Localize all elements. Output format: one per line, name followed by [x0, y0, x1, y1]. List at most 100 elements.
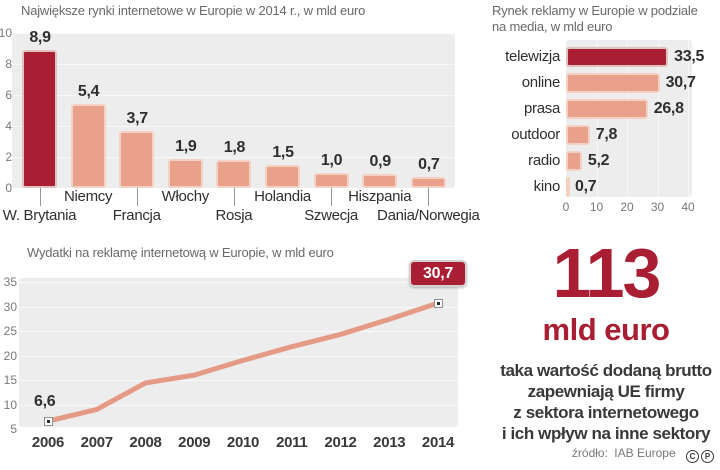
- hbar-value-label: 30,7: [665, 74, 696, 91]
- y-tick-label: 35: [3, 275, 17, 289]
- highlight-text-line: zapewniają UE firmy: [527, 382, 685, 401]
- year-label: 2010: [226, 434, 260, 451]
- x-tick-line: [428, 188, 430, 206]
- x-tick-label: 40: [681, 200, 695, 214]
- y-tick-label: 25: [3, 324, 17, 338]
- point-marker: [43, 416, 53, 426]
- bar-value-label: 0,7: [418, 156, 440, 174]
- gridline: [688, 40, 689, 197]
- hbar-value-label: 5,2: [587, 152, 610, 169]
- gridline: [19, 404, 458, 406]
- year-label: 2012: [324, 434, 357, 451]
- hbar: [566, 177, 570, 197]
- x-tick-line: [39, 188, 41, 206]
- bar: [167, 158, 203, 188]
- hbar-value-label: 33,5: [674, 48, 705, 65]
- year-label: 2013: [373, 434, 406, 451]
- bar-value-label: 1,0: [320, 151, 343, 169]
- year-label: 2008: [129, 434, 162, 451]
- gridline: [12, 64, 455, 65]
- y-tick-label: 8: [5, 57, 12, 71]
- x-tick-label: 20: [620, 200, 634, 214]
- chart-top-internet-markets: 0 2 4 6 8 10 8,9 W. Brytania 5,4 Niemcy 3,7 Francja…: [0, 0, 480, 230]
- gridline: [12, 157, 455, 158]
- copyright-icon: C: [686, 450, 699, 463]
- x-category-label: Francja: [112, 207, 161, 224]
- category-label: radio: [528, 152, 560, 169]
- x-category-label: Hiszpania: [348, 188, 412, 205]
- bar: [265, 164, 300, 188]
- hbar: [566, 73, 660, 93]
- highlight-text-line: taka wartość dodaną brutto: [500, 361, 712, 380]
- hbar-value-label: 7,8: [595, 126, 618, 143]
- chart-title-online-adspend: Wydatki na reklamę internetową w Europie…: [27, 245, 334, 260]
- plot-area: [19, 278, 458, 427]
- year-label: 2014: [421, 434, 455, 451]
- y-tick-label: 10: [0, 26, 12, 40]
- gridline: [19, 331, 458, 332]
- category-label: kino: [533, 178, 561, 195]
- x-tick-line: [233, 188, 235, 206]
- y-tick-label: 30: [3, 299, 17, 314]
- gridline: [657, 40, 659, 197]
- hbar: [566, 125, 590, 145]
- hbar: [566, 151, 582, 171]
- source-value: IAB Europe: [614, 446, 676, 460]
- year-label: 2007: [80, 434, 113, 451]
- gridline: [19, 380, 458, 381]
- bar: [70, 104, 106, 188]
- line-path: [45, 300, 441, 424]
- x-tick-label: 10: [589, 200, 604, 214]
- y-tick-label: 15: [3, 373, 17, 387]
- gridline: [19, 355, 458, 357]
- bar-value-label: 5,4: [77, 83, 100, 101]
- hbar: [566, 99, 648, 119]
- source-label: źródło:: [571, 446, 608, 460]
- y-tick-label: 5: [10, 422, 17, 436]
- big-number-unit: mld euro: [542, 312, 670, 347]
- year-label: 2006: [31, 434, 65, 451]
- bar: [216, 160, 252, 188]
- chart-online-ad-spend: 5 10 15 20 25 30 35 2006 2007 2008 2009 2010 2011 201…: [0, 230, 480, 470]
- gridline: [19, 306, 458, 308]
- bar-value-label: 1,8: [223, 139, 246, 157]
- phonogram-icon: P: [701, 450, 714, 463]
- y-tick-label: 20: [3, 348, 17, 363]
- y-tick-label: 6: [5, 88, 12, 102]
- category-label: outdoor: [511, 126, 560, 143]
- bar: [410, 177, 446, 188]
- last-value-badge: 30,7: [409, 260, 467, 288]
- y-tick-label: 4: [5, 119, 12, 133]
- bar: [313, 172, 349, 188]
- x-category-label: W. Brytania: [2, 207, 77, 224]
- x-category-label: Włochy: [161, 188, 210, 205]
- x-category-label: Holandia: [254, 188, 311, 205]
- bar-value-label: 3,7: [126, 109, 149, 127]
- y-tick-label: 10: [3, 397, 17, 412]
- hbar-value-label: 26,8: [653, 100, 684, 117]
- bar: [119, 130, 155, 188]
- big-number: 113: [552, 234, 662, 312]
- x-tick-label: 30: [650, 200, 665, 214]
- highlight-text-line: z sektora internetowego: [513, 403, 699, 422]
- x-category-label: Szwecja: [304, 207, 358, 224]
- x-tick-line: [331, 188, 333, 206]
- highlight-text-line: i ich wpływ na inne sektory: [501, 424, 711, 443]
- x-category-label: Niemcy: [63, 188, 113, 205]
- gridline: [12, 95, 455, 96]
- bar: [362, 174, 398, 188]
- bar: [22, 50, 57, 188]
- highlight-panel: 113 mld euro taka wartość dodaną brutto z…: [492, 232, 720, 447]
- chart-title-ad-media: Rynek reklamy w Europie w podziale na me…: [492, 3, 698, 35]
- point-marker: [433, 298, 443, 308]
- x-tick-label: 0: [562, 200, 570, 214]
- hbar: [566, 47, 669, 67]
- hbar-value-label: 0,7: [575, 178, 597, 195]
- bar-value-label: 1,9: [175, 137, 197, 155]
- line-plot: [45, 300, 441, 424]
- category-label: prasa: [523, 100, 560, 117]
- chart-title-top-markets: Największe rynki internetowe w Europie w…: [21, 3, 366, 18]
